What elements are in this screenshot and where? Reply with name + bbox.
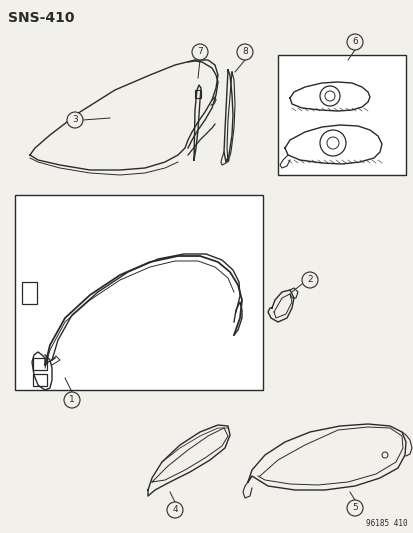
Circle shape (166, 502, 183, 518)
Circle shape (236, 44, 252, 60)
Text: 7: 7 (197, 47, 202, 56)
Text: 5: 5 (351, 504, 357, 513)
Text: 6: 6 (351, 37, 357, 46)
Bar (22, 282, 37, 304)
Bar (277, 55, 405, 175)
Bar (195, 90, 201, 98)
Text: 96185 410: 96185 410 (366, 520, 407, 529)
Bar (33, 374, 47, 386)
Circle shape (301, 272, 317, 288)
Bar (15, 195, 262, 390)
Text: 2: 2 (306, 276, 312, 285)
Text: 4: 4 (172, 505, 177, 514)
Text: 3: 3 (72, 116, 78, 125)
Bar (33, 358, 47, 370)
Circle shape (346, 500, 362, 516)
Text: 8: 8 (242, 47, 247, 56)
Circle shape (192, 44, 207, 60)
Text: SNS-410: SNS-410 (8, 11, 74, 25)
Circle shape (64, 392, 80, 408)
Circle shape (346, 34, 362, 50)
Text: 1: 1 (69, 395, 75, 405)
Circle shape (67, 112, 83, 128)
